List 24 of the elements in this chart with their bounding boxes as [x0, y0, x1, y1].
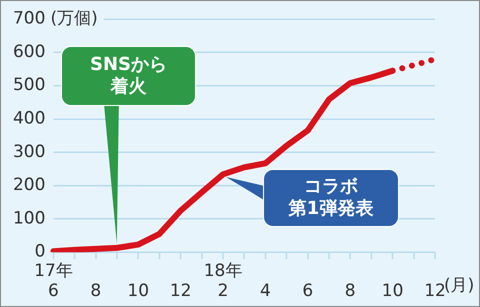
- annotation: コラボ第1弾発表: [288, 176, 374, 220]
- x-tick-label: 8: [90, 281, 102, 302]
- annotation: SNSから着火: [90, 54, 167, 98]
- x-tick-label: 18年 2: [204, 260, 242, 302]
- y-tick-label: 700: [12, 8, 46, 29]
- x-tick-label: 6: [302, 281, 314, 302]
- y-tick-label: 200: [12, 175, 46, 196]
- y-tick-label: 600: [12, 42, 46, 62]
- x-tick-label: 12: [170, 281, 192, 302]
- callout-box: SNSから着火: [61, 46, 196, 106]
- x-tick-label: 12: [424, 281, 446, 302]
- x-axis-title: (月): [444, 275, 474, 296]
- callout-box: コラボ第1弾発表: [263, 169, 399, 227]
- y-tick-label: 500: [12, 75, 46, 96]
- y-tick-label: 100: [12, 208, 46, 228]
- y-axis-title: (万個): [50, 8, 98, 29]
- y-tick-label: 300: [12, 142, 46, 162]
- x-tick-label: 8: [344, 281, 356, 302]
- x-tick-label: 10: [127, 281, 150, 302]
- x-tick-label: 10: [382, 281, 404, 302]
- x-tick-label: 17年 6: [34, 260, 73, 302]
- y-tick-label: 400: [12, 108, 46, 128]
- y-tick-label: 0: [34, 242, 46, 262]
- x-tick-label: 4: [260, 281, 271, 302]
